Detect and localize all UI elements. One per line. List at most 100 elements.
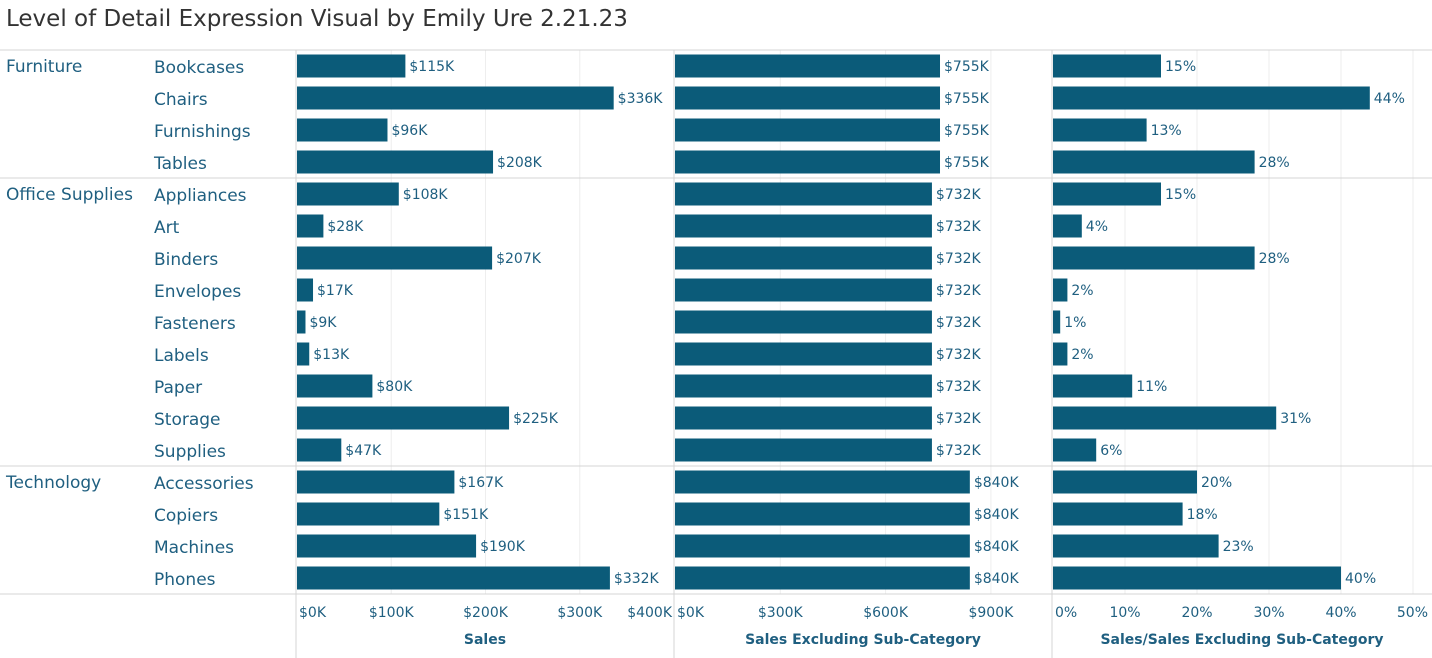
data-label: 44% — [1374, 91, 1405, 107]
bar[interactable] — [297, 310, 306, 334]
bar[interactable] — [297, 438, 342, 462]
bar[interactable] — [1053, 182, 1161, 206]
bar[interactable] — [1053, 310, 1061, 334]
bar[interactable] — [675, 214, 932, 238]
data-label: $80K — [376, 379, 413, 395]
data-label: $732K — [936, 443, 982, 459]
tick-label: $600K — [863, 605, 909, 621]
bar[interactable] — [1053, 374, 1133, 398]
data-label: $108K — [403, 187, 449, 203]
tick-label: $300K — [557, 605, 603, 621]
data-label: $840K — [974, 507, 1020, 523]
bar[interactable] — [1053, 470, 1197, 494]
tick-label: $300K — [758, 605, 804, 621]
bar[interactable] — [675, 54, 941, 78]
bar[interactable] — [297, 470, 455, 494]
data-label: 13% — [1151, 123, 1182, 139]
bar[interactable] — [675, 534, 970, 558]
bar[interactable] — [675, 470, 970, 494]
bar[interactable] — [675, 278, 932, 302]
bar[interactable] — [675, 406, 932, 430]
bar[interactable] — [1053, 214, 1082, 238]
data-label: 28% — [1259, 251, 1290, 267]
data-label: 1% — [1064, 315, 1086, 331]
subcategory-label: Phones — [154, 570, 216, 590]
bar[interactable] — [1053, 534, 1219, 558]
bar[interactable] — [675, 150, 941, 174]
tick-label: $200K — [463, 605, 509, 621]
bar[interactable] — [297, 502, 440, 526]
tick-label: 40% — [1325, 605, 1356, 621]
bar[interactable] — [297, 214, 324, 238]
bar[interactable] — [675, 86, 941, 110]
data-label: $225K — [513, 411, 559, 427]
bar[interactable] — [675, 502, 970, 526]
bar[interactable] — [1053, 566, 1341, 590]
bar[interactable] — [1053, 150, 1255, 174]
bar[interactable] — [675, 246, 932, 270]
axis-title: Sales/Sales Excluding Sub-Category — [1100, 632, 1383, 648]
bar[interactable] — [297, 534, 477, 558]
data-label: $732K — [936, 315, 982, 331]
bar[interactable] — [297, 118, 388, 142]
subcategory-label: Appliances — [154, 186, 247, 206]
subcategory-label: Storage — [154, 410, 221, 430]
bar[interactable] — [1053, 86, 1370, 110]
data-label: $755K — [944, 91, 990, 107]
subcategory-label: Accessories — [154, 474, 254, 494]
bar[interactable] — [297, 86, 614, 110]
bar[interactable] — [675, 310, 932, 334]
tick-label: 10% — [1109, 605, 1140, 621]
data-label: 40% — [1345, 571, 1376, 587]
data-label: $208K — [497, 155, 543, 171]
data-label: $336K — [618, 91, 664, 107]
bar[interactable] — [675, 342, 932, 366]
data-label: $28K — [327, 219, 364, 235]
bar[interactable] — [1053, 406, 1277, 430]
data-label: $840K — [974, 571, 1020, 587]
bar[interactable] — [1053, 342, 1068, 366]
data-label: $9K — [309, 315, 337, 331]
subcategory-label: Bookcases — [154, 58, 244, 78]
bar[interactable] — [297, 54, 406, 78]
data-label: $840K — [974, 475, 1020, 491]
subcategory-label: Tables — [153, 154, 207, 174]
tick-label: 30% — [1253, 605, 1284, 621]
bar[interactable] — [297, 246, 493, 270]
bar[interactable] — [1053, 438, 1097, 462]
bar[interactable] — [297, 150, 494, 174]
bar[interactable] — [297, 278, 314, 302]
subcategory-label: Art — [154, 218, 180, 238]
bar[interactable] — [1053, 278, 1068, 302]
bar[interactable] — [297, 374, 373, 398]
bar[interactable] — [675, 182, 932, 206]
data-label: 31% — [1280, 411, 1311, 427]
bar[interactable] — [1053, 502, 1183, 526]
bar[interactable] — [675, 566, 970, 590]
data-label: $332K — [614, 571, 660, 587]
data-label: $207K — [496, 251, 542, 267]
bar[interactable] — [297, 182, 399, 206]
tick-label: $100K — [369, 605, 415, 621]
data-label: 28% — [1259, 155, 1290, 171]
data-label: $732K — [936, 187, 982, 203]
bar[interactable] — [675, 438, 932, 462]
bar[interactable] — [1053, 54, 1161, 78]
bar[interactable] — [297, 406, 510, 430]
tick-label: $0K — [677, 605, 705, 621]
data-label: $732K — [936, 251, 982, 267]
bar[interactable] — [1053, 118, 1147, 142]
data-label: $151K — [443, 507, 489, 523]
data-label: $167K — [458, 475, 504, 491]
bar[interactable] — [297, 566, 610, 590]
subcategory-label: Machines — [154, 538, 234, 558]
bar[interactable] — [297, 342, 310, 366]
bar[interactable] — [1053, 246, 1255, 270]
data-label: $732K — [936, 347, 982, 363]
bar[interactable] — [675, 374, 932, 398]
data-label: 15% — [1165, 187, 1196, 203]
tick-label: 20% — [1181, 605, 1212, 621]
data-label: $17K — [317, 283, 354, 299]
data-label: $47K — [345, 443, 382, 459]
bar[interactable] — [675, 118, 941, 142]
